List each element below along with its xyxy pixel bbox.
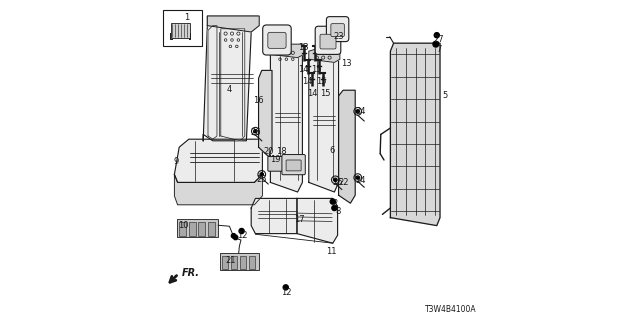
FancyBboxPatch shape (315, 26, 340, 54)
FancyBboxPatch shape (268, 32, 286, 48)
Text: 24: 24 (356, 176, 366, 185)
Circle shape (330, 199, 335, 204)
Text: 20: 20 (264, 148, 274, 156)
FancyBboxPatch shape (263, 25, 291, 55)
Polygon shape (259, 70, 272, 157)
FancyBboxPatch shape (320, 34, 336, 49)
Text: 14: 14 (307, 89, 318, 98)
Text: 2: 2 (333, 199, 338, 208)
Circle shape (356, 176, 360, 179)
Text: 15: 15 (316, 77, 326, 86)
Text: 10: 10 (178, 221, 188, 230)
Text: 18: 18 (276, 148, 286, 156)
Text: 4: 4 (226, 85, 232, 94)
Polygon shape (221, 29, 245, 141)
Circle shape (283, 285, 288, 290)
Text: 1: 1 (184, 13, 190, 22)
FancyBboxPatch shape (282, 155, 305, 175)
Polygon shape (270, 44, 304, 58)
FancyBboxPatch shape (286, 160, 301, 171)
Text: 9: 9 (173, 157, 179, 166)
Polygon shape (309, 50, 340, 62)
FancyBboxPatch shape (170, 23, 189, 38)
Polygon shape (297, 198, 338, 243)
Text: 25: 25 (257, 175, 267, 184)
Text: 15: 15 (321, 89, 331, 98)
Bar (177, 219, 218, 237)
Text: 27: 27 (434, 35, 444, 44)
FancyBboxPatch shape (268, 156, 283, 171)
Circle shape (356, 110, 360, 113)
Text: 11: 11 (326, 247, 337, 256)
Polygon shape (270, 45, 302, 192)
Bar (163, 10, 202, 46)
Polygon shape (174, 174, 262, 205)
Text: 12: 12 (237, 231, 248, 240)
Bar (240, 256, 246, 269)
Circle shape (433, 41, 439, 47)
Circle shape (254, 130, 257, 133)
Text: 15: 15 (311, 65, 321, 74)
Bar (220, 253, 259, 270)
Bar (198, 222, 205, 236)
Text: 22: 22 (338, 178, 349, 187)
Polygon shape (390, 43, 440, 226)
Circle shape (233, 235, 238, 240)
Bar (249, 256, 255, 269)
Text: 24: 24 (356, 107, 366, 116)
Circle shape (260, 173, 264, 176)
Text: 12: 12 (281, 288, 292, 297)
Text: 26: 26 (251, 128, 261, 137)
FancyBboxPatch shape (331, 24, 344, 36)
Bar (208, 222, 215, 236)
Text: 26: 26 (332, 178, 343, 187)
Circle shape (334, 178, 337, 181)
Bar (222, 256, 228, 269)
Text: FR.: FR. (182, 268, 200, 278)
Polygon shape (204, 16, 258, 141)
Bar (179, 222, 186, 236)
Text: 13: 13 (341, 60, 351, 68)
Polygon shape (208, 26, 217, 139)
Polygon shape (339, 90, 355, 203)
Text: 16: 16 (253, 96, 264, 105)
Circle shape (239, 228, 244, 234)
Text: 19: 19 (270, 156, 280, 164)
Text: T3W4B4100A: T3W4B4100A (424, 305, 476, 314)
Text: 8: 8 (336, 207, 341, 216)
FancyBboxPatch shape (326, 17, 349, 42)
Polygon shape (251, 198, 297, 234)
Text: 6: 6 (330, 146, 335, 155)
Text: 14: 14 (298, 65, 308, 74)
Bar (189, 222, 196, 236)
Text: 5: 5 (442, 92, 447, 100)
Polygon shape (309, 51, 339, 192)
Text: 17: 17 (294, 215, 305, 224)
Text: 14: 14 (303, 77, 313, 86)
Text: 13: 13 (298, 44, 308, 52)
Text: 21: 21 (226, 256, 236, 265)
Text: 7: 7 (436, 45, 442, 54)
Circle shape (232, 234, 236, 238)
Bar (231, 256, 237, 269)
Circle shape (332, 205, 337, 211)
Polygon shape (174, 139, 262, 182)
Text: 23: 23 (333, 32, 344, 41)
Circle shape (435, 33, 440, 38)
Polygon shape (207, 16, 259, 32)
